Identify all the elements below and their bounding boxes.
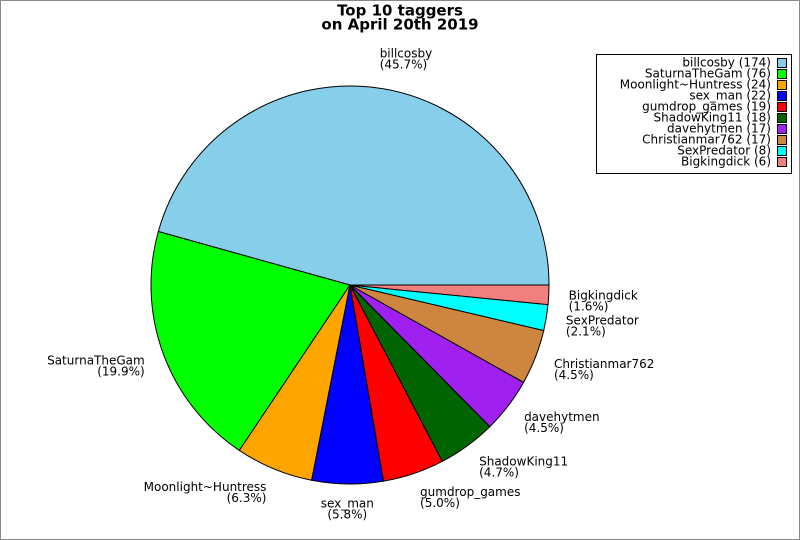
legend-label: SexPredator (8) (677, 144, 771, 158)
legend-swatch (777, 102, 787, 112)
legend-label: davehytmen (17) (667, 122, 771, 136)
pie-slice (349, 284, 550, 306)
slice-label: SaturnaTheGam (47, 353, 145, 367)
legend-swatch (777, 80, 787, 90)
slice-percent: (1.6%) (569, 299, 609, 313)
slice-percent: (4.5%) (554, 368, 594, 382)
legend-label: Bigkingdick (6) (681, 155, 771, 169)
legend-swatch (777, 124, 787, 134)
slice-percent: (5.0%) (420, 496, 460, 510)
legend-swatch (777, 157, 787, 167)
legend-label: ShadowKing11 (18) (654, 111, 772, 125)
slice-label: Christianmar762 (554, 357, 654, 371)
legend-swatch (777, 113, 787, 123)
slice-percent: (2.1%) (566, 324, 606, 338)
pie-slice (150, 230, 351, 452)
legend-label: sex_man (22) (689, 89, 771, 103)
slice-label: billcosby (380, 47, 433, 61)
chart-title: Top 10 taggers (337, 2, 463, 20)
slice-label: Moonlight~Huntress (144, 480, 267, 494)
slice-percent: (19.9%) (97, 364, 144, 378)
slice-label: davehytmen (524, 410, 600, 424)
legend-label: billcosby (174) (682, 56, 771, 70)
slice-label: ShadowKing11 (479, 454, 568, 468)
slice-label: sex_man (321, 496, 374, 510)
legend-label: gumdrop_games (19) (642, 100, 771, 114)
slice-percent: (6.3%) (227, 491, 267, 505)
slice-percent: (45.7%) (380, 58, 427, 72)
slice-percent: (5.8%) (327, 507, 367, 521)
legend-label: Christianmar762 (17) (642, 133, 771, 147)
slice-label: gumdrop_games (420, 485, 520, 499)
slice-label: Bigkingdick (569, 288, 638, 302)
chart-title: on April 20th 2019 (321, 16, 478, 34)
legend-swatch (777, 69, 787, 79)
legend-swatch (777, 91, 787, 101)
slice-percent: (4.5%) (524, 421, 564, 435)
legend-box (596, 54, 792, 174)
legend-swatch (777, 146, 787, 156)
pie-slice (157, 85, 550, 286)
legend-swatch (777, 58, 787, 68)
slice-percent: (4.7%) (479, 465, 519, 479)
legend-swatch (777, 135, 787, 145)
legend-label: Moonlight~Huntress (24) (620, 78, 771, 92)
legend-label: SaturnaTheGam (76) (645, 67, 771, 81)
slice-label: SexPredator (566, 313, 639, 327)
